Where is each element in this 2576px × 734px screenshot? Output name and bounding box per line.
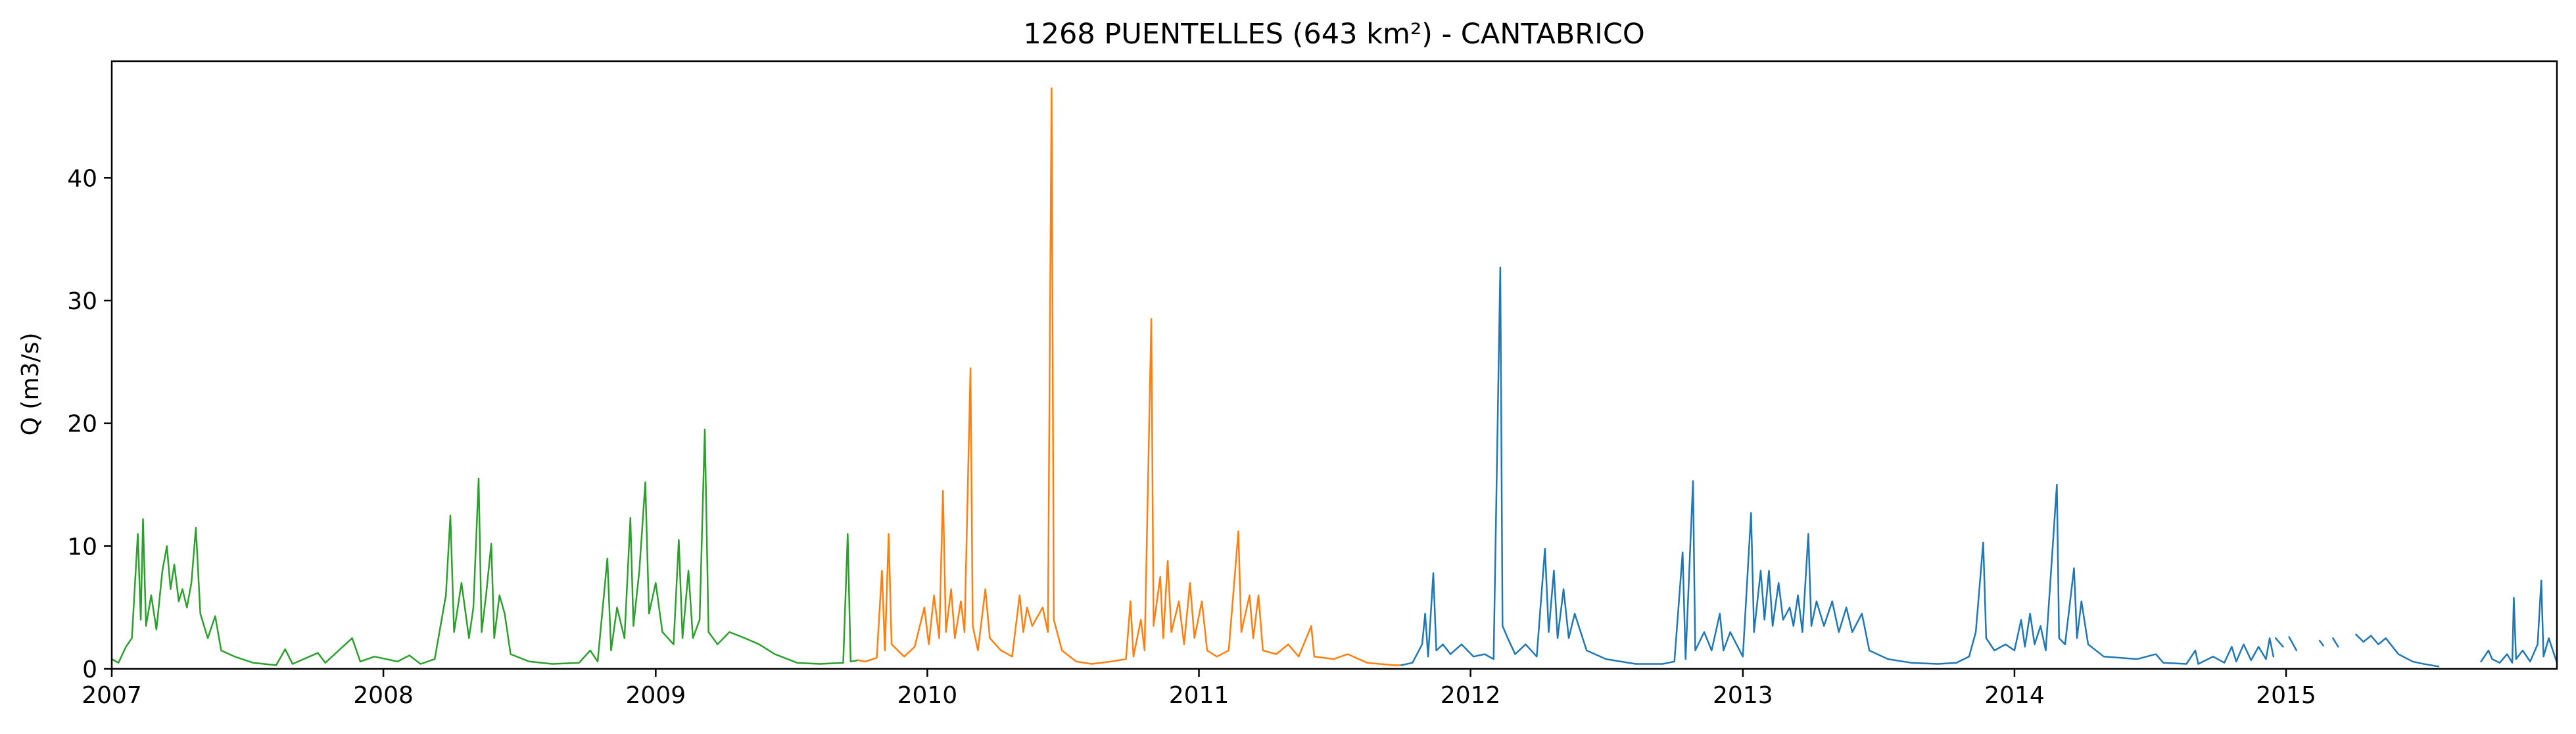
y-tick-label: 10: [67, 533, 97, 560]
x-tick-label: 2015: [2256, 682, 2316, 709]
chart-title: 1268 PUENTELLES (643 km²) - CANTABRICO: [1023, 18, 1644, 51]
x-tick-label: 2008: [353, 682, 414, 709]
x-tick-label: 2012: [1441, 682, 1501, 709]
y-axis-title: Q (m3/s): [17, 333, 44, 436]
y-tick-label: 20: [67, 411, 97, 438]
flow-series-line-3: [1400, 266, 2558, 668]
x-tick-label: 2010: [897, 682, 958, 709]
x-tick-label: 2009: [626, 682, 686, 709]
plot-frame: [110, 60, 2558, 670]
axes-layer: 0 10 20 30 40 2007 2008 2009 2010 2011 2012 2013 201…: [67, 165, 2316, 709]
flow-series-line-2: [857, 87, 1402, 666]
y-tick-label: 30: [67, 288, 97, 315]
x-tick-label: 2007: [82, 682, 142, 709]
series-layer: [110, 87, 2558, 668]
x-tick-label: 2014: [1984, 682, 2045, 709]
x-tick-label: 2013: [1713, 682, 1773, 709]
flow-series-line-1: [110, 428, 859, 666]
y-tick-label: 0: [82, 656, 97, 683]
y-tick-label: 40: [67, 165, 97, 192]
x-tick-label: 2011: [1169, 682, 1229, 709]
